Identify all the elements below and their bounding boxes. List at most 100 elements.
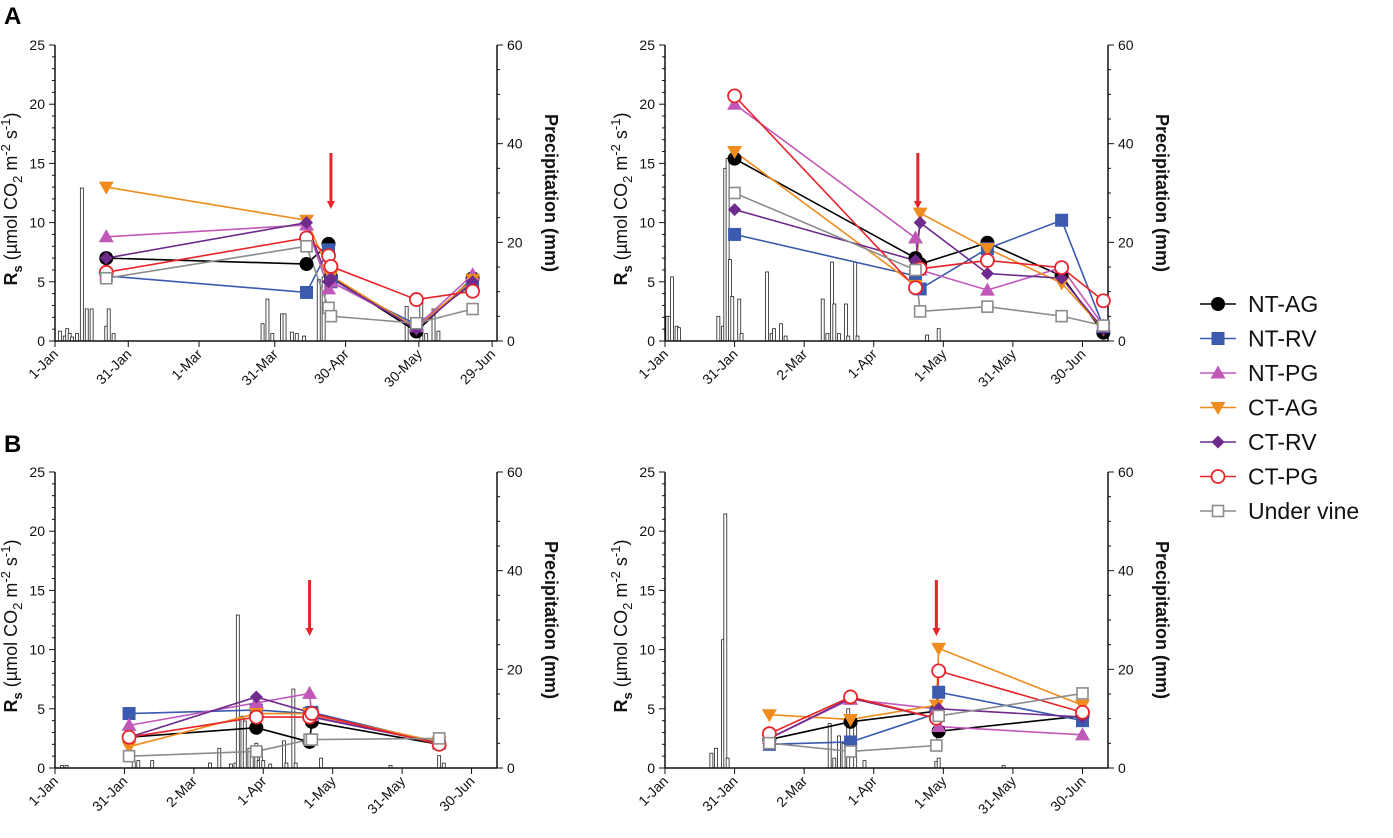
- series-line-ct-rv: [734, 208, 1104, 330]
- precip-bar: [289, 331, 294, 342]
- data-point-under-vine: [1076, 687, 1089, 700]
- precip-bar: [730, 296, 735, 342]
- precip-bar: [725, 757, 730, 769]
- data-point-nt-pg: [1074, 727, 1090, 741]
- y-axis-label-part: 2: [10, 603, 25, 610]
- x-tick-label: 1-Mar: [168, 346, 205, 383]
- series-line-ct-rv: [106, 221, 474, 331]
- y-axis-label-part: s: [620, 265, 635, 272]
- y-axis-label-part: (µmol CO: [611, 610, 631, 692]
- x-tick-label: 2-Mar: [773, 773, 810, 810]
- data-point-ct-pg: [323, 259, 339, 274]
- y2-axis-label: Precipitation (mm): [541, 114, 561, 272]
- data-point-ct-ag: [931, 642, 947, 656]
- legend-item-ct-ag: CT-AG: [1200, 395, 1318, 421]
- data-point-under-vine: [99, 271, 113, 285]
- y-axis-label-part: s: [10, 265, 25, 272]
- data-point-ct-rv: [249, 690, 263, 704]
- precip-bar: [235, 614, 240, 769]
- x-tick-label: 1-Apr: [844, 346, 880, 382]
- data-point-ct-rv: [728, 203, 742, 217]
- y2-tick-label: 40: [1118, 136, 1134, 152]
- data-point-ct-pg: [979, 253, 995, 268]
- y2-axis-label: Precipitation (mm): [1152, 541, 1172, 699]
- x-tick-label: 30-Apr: [311, 346, 352, 387]
- data-point-ct-pg: [931, 663, 947, 679]
- x-tick-label: 30-Jun: [1047, 346, 1089, 388]
- y-axis-label-part: s: [1, 130, 21, 144]
- y-axis-label-part: -1: [0, 119, 13, 131]
- series-line-nt-rv: [734, 219, 1105, 328]
- series-line-under-vine: [106, 245, 473, 325]
- data-point-nt-rv: [122, 707, 136, 721]
- legend-marker: [1210, 365, 1226, 379]
- y2-tick-label: 0: [1118, 333, 1126, 349]
- legend: NT-AG NT-RV NT-PG CT-AG CT-RV CT-PG Under vine: [1200, 291, 1359, 524]
- precip-bar: [936, 328, 941, 342]
- data-point-ct-pg: [1054, 260, 1070, 275]
- chart-panel-a-right: 0 5 10 15 20 25 0 20 40 60 1-Jan 31-Jan 2-Mar 1-Apr 1-…: [608, 37, 1172, 390]
- y-tick-label: 10: [29, 215, 45, 231]
- series-line-under-vine: [734, 192, 1104, 327]
- x-tick-label: 1-Jan: [635, 346, 671, 382]
- legend-marker: [1210, 469, 1226, 484]
- precip-bar: [282, 313, 287, 342]
- x-tick-label: 30-May: [381, 346, 425, 390]
- data-point-ct-pg: [1095, 293, 1111, 309]
- y-axis-label-part: R: [1, 699, 21, 712]
- precip-bar: [714, 747, 718, 769]
- data-point-under-vine: [250, 745, 263, 758]
- y-axis-label-part: R: [1, 272, 21, 285]
- precip-bar: [424, 333, 429, 342]
- legend-label: CT-PG: [1248, 464, 1318, 490]
- data-point-under-vine: [763, 736, 776, 750]
- data-point-nt-rv: [932, 685, 946, 699]
- legend-item-ct-pg: CT-PG: [1200, 464, 1318, 490]
- y-tick-label: 20: [29, 523, 45, 539]
- y-axis-label-part: -2: [608, 144, 623, 156]
- y2-tick-label: 0: [507, 333, 515, 349]
- precip-bar: [436, 330, 441, 342]
- data-point-under-vine: [1055, 309, 1068, 323]
- y2-tick-label: 0: [1118, 760, 1126, 776]
- legend-label: NT-PG: [1248, 360, 1318, 386]
- x-tick-label: 29-Jun: [457, 346, 499, 388]
- data-point-ct-ag: [843, 713, 859, 727]
- y-tick-label: 0: [647, 760, 655, 776]
- precip-bar: [925, 334, 929, 342]
- precip-bar: [294, 333, 299, 342]
- series-line-nt-pg: [734, 103, 1105, 327]
- x-tick-label: 2-Mar: [163, 773, 200, 810]
- data-point-ct-ag: [98, 181, 114, 195]
- data-point-ct-rv: [980, 267, 994, 281]
- precip-bar: [136, 760, 141, 769]
- precip-bar: [84, 308, 89, 342]
- x-tick-label: 1-May: [911, 346, 950, 385]
- precip-bar: [261, 760, 266, 769]
- y2-tick-label: 60: [507, 464, 523, 480]
- y-axis-label-part: 2: [620, 176, 635, 183]
- data-point-ct-rv: [324, 271, 338, 285]
- x-tick-label: 31-May: [975, 773, 1019, 817]
- legend-marker: [1210, 402, 1226, 415]
- x-tick-label: 1-Apr: [234, 773, 270, 809]
- precip-bar: [832, 757, 837, 769]
- data-point-under-vine: [981, 300, 994, 313]
- y-tick-label: 15: [29, 582, 45, 598]
- x-tick-label: 31-Mar: [238, 346, 281, 389]
- data-point-ct-pg: [727, 88, 742, 104]
- legend-marker: [1211, 435, 1225, 449]
- precip-bar: [265, 298, 270, 342]
- y-tick-label: 20: [29, 96, 45, 112]
- y-axis-label-part: -1: [608, 546, 623, 558]
- x-tick-label: 31-May: [975, 346, 1019, 390]
- precip-bar: [837, 333, 841, 342]
- data-point-under-vine: [432, 732, 446, 745]
- series-line-ct-pg: [733, 95, 1104, 302]
- y2-tick-label: 40: [507, 563, 523, 579]
- y-axis-label: Rs (µmol CO2 m-2 s-1): [0, 540, 25, 713]
- data-point-ct-pg: [465, 283, 480, 299]
- y2-tick-label: 60: [507, 37, 523, 53]
- precip-bar: [716, 315, 721, 342]
- data-point-nt-rv: [728, 227, 742, 241]
